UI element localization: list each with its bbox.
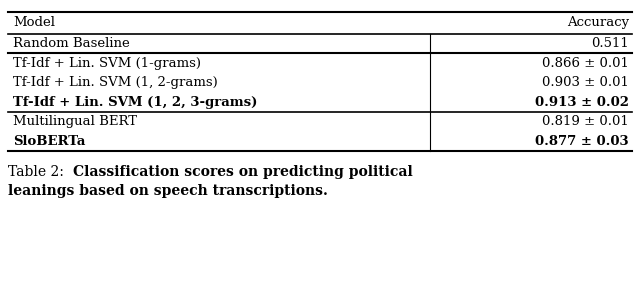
Text: Model: Model bbox=[13, 16, 55, 30]
Text: Random Baseline: Random Baseline bbox=[13, 37, 130, 50]
Text: 0.866 ± 0.01: 0.866 ± 0.01 bbox=[542, 57, 629, 70]
Text: 0.511: 0.511 bbox=[591, 37, 629, 50]
Text: 0.877 ± 0.03: 0.877 ± 0.03 bbox=[535, 135, 629, 148]
Text: 0.819 ± 0.01: 0.819 ± 0.01 bbox=[542, 115, 629, 128]
Text: Tf-Idf + Lin. SVM (1, 2-grams): Tf-Idf + Lin. SVM (1, 2-grams) bbox=[13, 76, 218, 89]
Text: Accuracy: Accuracy bbox=[566, 16, 629, 30]
Text: SloBERTa: SloBERTa bbox=[13, 135, 86, 148]
Text: Multilingual BERT: Multilingual BERT bbox=[13, 115, 137, 128]
Text: Table 2:: Table 2: bbox=[8, 165, 72, 179]
Text: Tf-Idf + Lin. SVM (1-grams): Tf-Idf + Lin. SVM (1-grams) bbox=[13, 57, 201, 70]
Text: leanings based on speech transcriptions.: leanings based on speech transcriptions. bbox=[8, 183, 328, 197]
Text: Tf-Idf + Lin. SVM (1, 2, 3-grams): Tf-Idf + Lin. SVM (1, 2, 3-grams) bbox=[13, 96, 257, 109]
Text: 0.903 ± 0.01: 0.903 ± 0.01 bbox=[542, 76, 629, 89]
Text: 0.913 ± 0.02: 0.913 ± 0.02 bbox=[535, 96, 629, 109]
Text: Classification scores on predicting political: Classification scores on predicting poli… bbox=[72, 165, 412, 179]
